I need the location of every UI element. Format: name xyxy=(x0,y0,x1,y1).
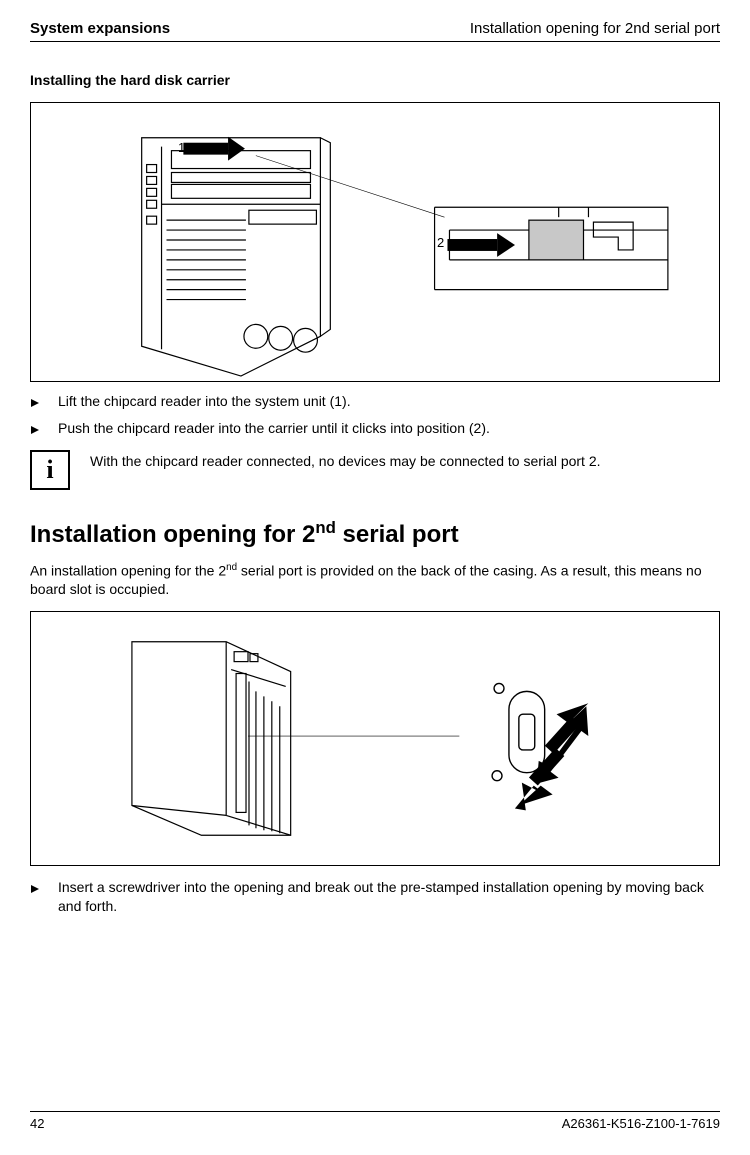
bullet-arrow-icon xyxy=(30,419,58,440)
body-sup: nd xyxy=(226,562,237,573)
diagram-1: 1 2 xyxy=(30,102,720,382)
bullet-arrow-icon xyxy=(30,392,58,413)
body-text-2: An installation opening for the 2nd seri… xyxy=(30,561,720,599)
step-2-text: Push the chipcard reader into the carrie… xyxy=(58,419,720,438)
title-post: serial port xyxy=(336,521,459,548)
info-text: With the chipcard reader connected, no d… xyxy=(90,450,601,471)
step-row-3: Insert a screwdriver into the opening an… xyxy=(30,878,720,916)
header-right: Installation opening for 2nd serial port xyxy=(470,20,720,37)
body-pre: An installation opening for the 2 xyxy=(30,562,226,578)
header-divider xyxy=(30,41,720,42)
page-footer: 42 A26361-K516-Z100-1-7619 xyxy=(30,1111,720,1131)
step-row-1: Lift the chipcard reader into the system… xyxy=(30,392,720,413)
callout-1: 1 xyxy=(178,140,185,155)
section-title-2: Installation opening for 2nd serial port xyxy=(30,518,720,549)
info-icon: i xyxy=(30,450,70,490)
footer-page: 42 xyxy=(30,1116,44,1131)
title-sup: nd xyxy=(315,518,336,537)
subheading-1: Installing the hard disk carrier xyxy=(30,72,720,88)
diagram-2-svg xyxy=(31,612,719,865)
step-1-text: Lift the chipcard reader into the system… xyxy=(58,392,720,411)
bullet-arrow-icon xyxy=(30,878,58,899)
step-3-text: Insert a screwdriver into the opening an… xyxy=(58,878,720,916)
header-left: System expansions xyxy=(30,20,170,37)
title-pre: Installation opening for 2 xyxy=(30,521,315,548)
footer-divider xyxy=(30,1111,720,1112)
diagram-2 xyxy=(30,611,720,866)
footer-docnum: A26361-K516-Z100-1-7619 xyxy=(562,1116,720,1131)
diagram-1-svg xyxy=(31,103,719,381)
step-row-2: Push the chipcard reader into the carrie… xyxy=(30,419,720,440)
info-callout: i With the chipcard reader connected, no… xyxy=(30,450,720,490)
page-header: System expansions Installation opening f… xyxy=(30,20,720,37)
callout-2: 2 xyxy=(437,235,444,250)
